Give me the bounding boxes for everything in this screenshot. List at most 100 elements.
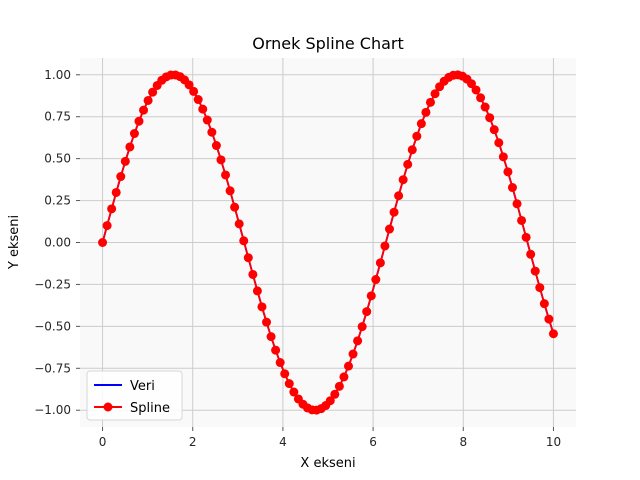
legend-label-veri: Veri (130, 379, 155, 394)
data-point-spline-33 (248, 269, 258, 279)
grid (80, 58, 576, 427)
data-point-spline-25 (211, 141, 221, 151)
data-point-spline-63 (384, 224, 394, 234)
data-point-spline-84 (480, 102, 490, 112)
data-point-spline-69 (412, 131, 422, 141)
data-point-spline-1 (102, 221, 112, 231)
data-point-spline-6 (125, 142, 135, 152)
x-tick-label-2: 4 (279, 435, 287, 449)
y-tick-label-0: −1.00 (34, 403, 71, 417)
data-point-spline-73 (430, 89, 440, 99)
data-point-spline-35 (257, 302, 267, 312)
data-point-spline-34 (252, 286, 262, 296)
data-point-spline-61 (375, 258, 385, 268)
data-point-spline-21 (193, 95, 203, 105)
data-point-spline-29 (230, 202, 240, 212)
data-point-spline-36 (262, 317, 272, 327)
data-point-spline-54 (344, 361, 353, 371)
data-point-spline-4 (116, 172, 126, 182)
data-point-spline-19 (184, 80, 194, 90)
data-point-spline-67 (403, 159, 413, 169)
y-tick-label-7: 0.75 (44, 110, 71, 124)
data-point-spline-81 (466, 79, 476, 89)
data-point-spline-24 (207, 127, 217, 137)
data-point-spline-40 (280, 369, 290, 379)
data-point-spline-51 (330, 389, 340, 399)
data-point-spline-32 (243, 253, 253, 263)
data-point-spline-64 (389, 207, 399, 217)
data-point-spline-93 (521, 232, 531, 242)
data-point-spline-27 (221, 170, 231, 180)
data-point-spline-57 (357, 322, 367, 332)
data-point-spline-60 (371, 275, 381, 285)
data-point-spline-59 (366, 291, 376, 301)
data-point-spline-26 (216, 155, 226, 165)
y-tick-label-2: −0.50 (34, 319, 71, 333)
y-tick-label-1: −0.75 (34, 361, 71, 375)
data-point-spline-20 (189, 86, 199, 96)
y-tick-label-4: 0.00 (44, 236, 71, 250)
data-point-spline-31 (239, 236, 249, 246)
y-tick-label-5: 0.25 (44, 194, 71, 208)
markers-layer (98, 70, 558, 415)
chart-title: Ornek Spline Chart (252, 34, 403, 53)
x-tick-label-1: 2 (189, 435, 197, 449)
data-point-spline-85 (485, 113, 495, 123)
data-point-spline-2 (107, 204, 117, 214)
x-axis-ticks: 0 2 4 6 8 10 (99, 427, 561, 449)
y-axis-label: Y ekseni (7, 215, 22, 270)
data-point-spline-5 (120, 156, 130, 166)
data-point-spline-30 (234, 219, 244, 229)
data-point-spline-95 (530, 266, 540, 276)
data-point-spline-9 (139, 105, 149, 115)
data-point-spline-92 (517, 215, 527, 225)
data-point-spline-42 (289, 387, 299, 397)
data-point-spline-58 (362, 307, 372, 317)
data-point-spline-83 (476, 93, 486, 103)
data-point-spline-86 (489, 125, 499, 135)
data-point-spline-28 (225, 186, 235, 196)
legend: Veri Spline (86, 370, 183, 421)
data-point-spline-53 (339, 372, 349, 382)
data-point-spline-22 (198, 104, 208, 114)
data-point-spline-97 (539, 299, 549, 309)
data-point-spline-52 (334, 381, 344, 391)
data-point-spline-0 (98, 238, 108, 247)
data-point-spline-90 (507, 183, 517, 193)
data-point-spline-37 (266, 332, 276, 342)
data-point-spline-99 (548, 329, 558, 339)
x-tick-label-3: 6 (369, 435, 377, 449)
data-point-spline-70 (416, 119, 426, 129)
data-point-spline-96 (535, 283, 545, 293)
data-point-spline-66 (398, 175, 408, 185)
x-axis-label: X ekseni (300, 456, 355, 471)
y-tick-label-3: −0.25 (34, 277, 71, 291)
data-point-spline-7 (129, 129, 139, 139)
y-tick-label-6: 0.50 (44, 152, 71, 166)
data-point-spline-98 (544, 314, 554, 324)
data-point-spline-82 (471, 85, 481, 95)
data-point-spline-91 (512, 199, 522, 209)
data-point-spline-3 (111, 187, 121, 197)
x-tick-label-5: 10 (546, 435, 561, 449)
legend-label-spline: Spline (130, 401, 170, 416)
data-point-spline-56 (353, 336, 363, 346)
data-point-spline-55 (348, 349, 358, 359)
data-point-spline-38 (271, 345, 281, 355)
data-point-spline-23 (202, 115, 212, 125)
data-point-spline-72 (425, 97, 435, 107)
legend-marker-spline (103, 402, 113, 412)
data-point-spline-71 (421, 107, 431, 117)
data-point-spline-89 (503, 167, 513, 177)
x-tick-label-0: 0 (99, 435, 107, 449)
data-point-spline-87 (494, 138, 504, 148)
x-tick-label-4: 8 (459, 435, 467, 449)
data-point-spline-94 (526, 249, 536, 259)
data-point-spline-11 (148, 87, 158, 97)
data-point-spline-50 (325, 396, 335, 406)
data-point-spline-39 (275, 358, 285, 368)
data-point-spline-68 (407, 145, 417, 155)
data-point-spline-41 (284, 379, 294, 389)
data-point-spline-8 (134, 116, 144, 126)
